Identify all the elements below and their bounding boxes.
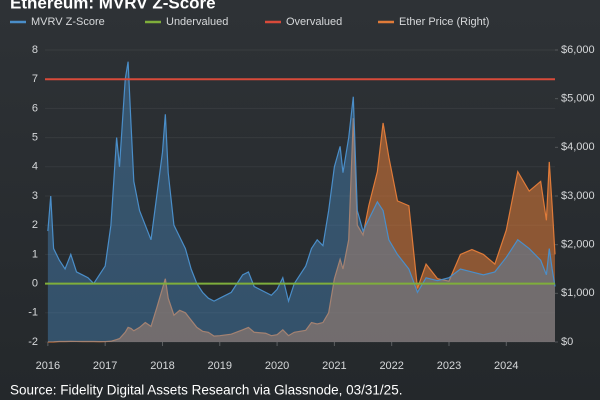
- series-line: [47, 61, 556, 304]
- y-tick-label: 0: [32, 278, 38, 290]
- x-tick-label: 2019: [208, 360, 232, 372]
- y-tick-label: 6: [32, 102, 38, 114]
- y-tick-label: -2: [28, 336, 38, 348]
- y-tick-label: 5: [32, 132, 38, 144]
- y-tick-label: 1: [32, 248, 38, 260]
- x-tick-label: 2024: [494, 360, 518, 372]
- area-fill: [47, 118, 555, 342]
- y2-tick-label: $0: [561, 336, 573, 348]
- chart-title: Ethereum: MVRV Z-Score: [10, 0, 216, 12]
- legend-label: MVRV Z-Score: [31, 16, 105, 28]
- x-tick-label: 2016: [36, 360, 60, 372]
- x-tick-label: 2020: [265, 360, 289, 372]
- x-tick-label: 2022: [379, 360, 403, 372]
- x-tick-label: 2018: [150, 360, 174, 372]
- y-tick-label: 2: [32, 219, 38, 231]
- y-tick-label: 3: [32, 190, 38, 202]
- series-line: [47, 118, 556, 343]
- y-tick-label: 8: [32, 44, 38, 56]
- y2-tick-label: $1,000: [561, 287, 595, 299]
- source-note: Source: Fidelity Digital Assets Research…: [10, 383, 402, 398]
- y-tick-label: 7: [32, 73, 38, 85]
- y2-tick-label: $6,000: [561, 44, 595, 56]
- x-tick-label: 2021: [322, 360, 346, 372]
- area-fill: [47, 61, 555, 343]
- y2-tick-label: $4,000: [561, 141, 595, 153]
- legend-label: Ether Price (Right): [399, 16, 489, 28]
- y-tick-label: 4: [32, 161, 38, 173]
- y2-tick-label: $2,000: [561, 239, 595, 251]
- x-tick-label: 2023: [437, 360, 461, 372]
- y2-tick-label: $5,000: [561, 93, 595, 105]
- x-tick-label: 2017: [93, 360, 117, 372]
- y-tick-label: -1: [28, 307, 38, 319]
- y2-tick-label: $3,000: [561, 190, 595, 202]
- legend-label: Undervalued: [166, 16, 228, 28]
- legend-label: Overvalued: [286, 16, 342, 28]
